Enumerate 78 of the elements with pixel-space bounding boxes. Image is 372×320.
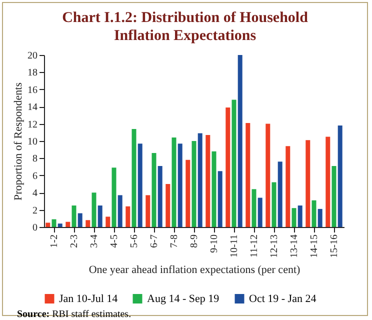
- x-tick-label: 2-3: [69, 234, 80, 248]
- legend-label: Jan 10-Jul 14: [59, 292, 118, 305]
- bar: [326, 136, 330, 227]
- y-tick-label: 14: [28, 102, 38, 114]
- bar: [66, 222, 70, 227]
- x-tick-label: 9-10: [209, 234, 220, 253]
- x-tick-label: 4-5: [109, 234, 120, 248]
- x-tick-label: 15-16: [329, 234, 340, 258]
- x-tick-label: 14-15: [309, 234, 320, 258]
- bar: [198, 133, 202, 227]
- y-tick-label: 2: [32, 205, 38, 216]
- bar: [118, 195, 122, 227]
- bar: [152, 153, 156, 227]
- bar: [178, 144, 182, 227]
- x-tick-label: 1-2: [49, 234, 60, 248]
- chart-title: Chart I.1.2: Distribution of Household Inflation Expectations: [61, 9, 309, 45]
- bar: [312, 200, 316, 227]
- bar: [298, 206, 302, 227]
- bar: [112, 168, 116, 227]
- bar: [78, 213, 82, 227]
- y-tick-label: 12: [28, 119, 38, 130]
- bar: [318, 208, 322, 227]
- bar: [172, 138, 176, 227]
- bar: [58, 224, 62, 227]
- y-tick-label: 0: [32, 222, 38, 234]
- y-tick-label: 6: [32, 170, 38, 182]
- bar: [306, 140, 310, 227]
- y-tick-label: 8: [32, 154, 38, 165]
- legend-label: Oct 19 - Jan 24: [249, 292, 317, 305]
- y-tick-label: 18: [28, 68, 38, 79]
- x-tick-label: 5-6: [129, 234, 140, 248]
- x-axis-title: One year ahead inflation expectations (per cent): [88, 264, 301, 276]
- x-tick-label: 8-9: [189, 234, 200, 248]
- bar: [192, 141, 196, 227]
- y-tick-label: 10: [28, 136, 38, 148]
- bar: [106, 216, 110, 227]
- bar: [186, 160, 190, 227]
- x-tick-label: 7-8: [169, 234, 180, 248]
- bar: [226, 107, 230, 227]
- bar: [98, 206, 102, 227]
- bar: [158, 166, 162, 227]
- bar: [232, 100, 236, 227]
- bar: [132, 128, 136, 227]
- bar: [246, 122, 250, 227]
- y-tick-label: 16: [28, 84, 38, 96]
- bar: [126, 206, 130, 227]
- bar: [266, 124, 270, 227]
- bar: [286, 146, 290, 227]
- x-tick-label: 3-4: [89, 234, 100, 248]
- bar: [338, 126, 342, 227]
- y-axis-title: Proportion of Respondents: [12, 82, 24, 200]
- bar: [92, 192, 96, 227]
- x-tick-label: 10-11: [229, 234, 240, 258]
- source-note: Source: RBI staff estimates.: [17, 309, 132, 320]
- bar: [212, 151, 216, 227]
- y-tick-label: 4: [32, 188, 38, 200]
- bar: [258, 198, 262, 227]
- x-tick-label: 12-13: [269, 234, 280, 258]
- y-tick-label: 20: [28, 50, 38, 62]
- bar: [278, 162, 282, 227]
- legend-label: Aug 14 - Sep 19: [147, 292, 220, 305]
- x-tick-label: 11-12: [249, 234, 260, 258]
- bar: [252, 189, 256, 227]
- bar: [292, 208, 296, 227]
- x-tick-label: 13-14: [289, 234, 300, 258]
- bar: [218, 171, 222, 227]
- bar: [138, 144, 142, 227]
- bar: [206, 134, 210, 227]
- bar: [332, 166, 336, 227]
- x-tick-label: 6-7: [149, 234, 160, 248]
- bar: [86, 220, 90, 227]
- bar: [72, 206, 76, 227]
- bar: [166, 184, 170, 227]
- bar: [52, 219, 56, 227]
- bar: [146, 195, 150, 227]
- bar: [272, 182, 276, 227]
- bar: [238, 55, 242, 227]
- bar: [46, 222, 50, 227]
